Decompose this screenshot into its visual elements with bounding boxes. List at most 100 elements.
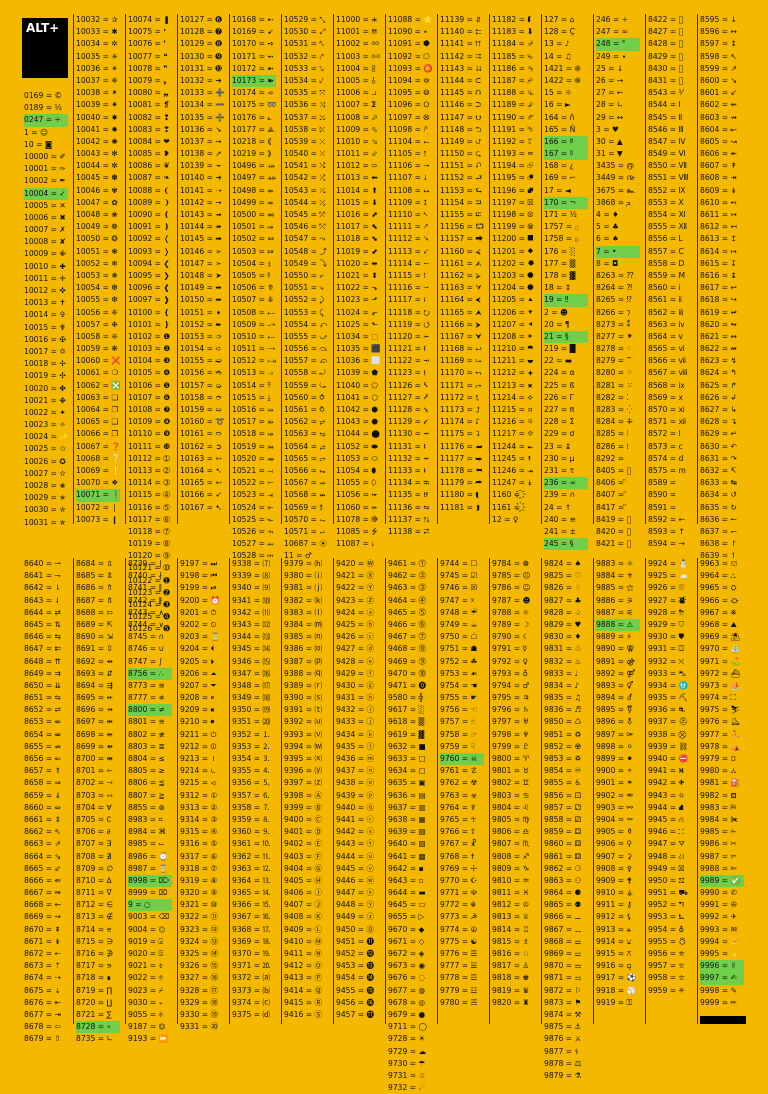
code-entry: 246 = ÷ <box>596 14 640 26</box>
code-entry: 8644 = ⇄ <box>24 607 68 619</box>
code-entry: 10140 = ➜ <box>180 172 224 184</box>
code-entry: 10045 = ✽ <box>76 172 120 184</box>
code-entry: 9933 = ⛍ <box>648 668 692 680</box>
code-entry: 9452 = ⓬ <box>336 948 380 960</box>
code-entry: 10173 = ➽ <box>232 75 276 87</box>
code-entry: 9970 = ⛲ <box>700 643 744 655</box>
code-entry: 10137 = ➙ <box>180 136 224 148</box>
code-entry: 11043 = ⬣ <box>336 416 380 428</box>
code-entry: 9833 = ♩ <box>544 668 588 680</box>
code-entry: 11130 = ⭺ <box>388 428 432 440</box>
code-entry: 8698 = ⇺ <box>76 729 120 741</box>
code-entry: 10104 = ❸ <box>128 355 172 367</box>
code-entry: 10159 = ➯ <box>180 404 224 416</box>
code-entry: 10501 = ⤅ <box>232 221 276 233</box>
code-entry: 11040 = ⬠ <box>336 380 380 392</box>
code-entry: 8431 = ⃯ <box>648 75 692 87</box>
code-entry: 8629 = ↵ <box>700 428 744 440</box>
code-entry: 11128 = ⭸ <box>388 404 432 416</box>
code-entry: 10153 = ➩ <box>180 331 224 343</box>
code-entry: 8983 = ⌗ <box>128 814 172 826</box>
code-entry: 8617 = ↩ <box>700 282 744 294</box>
code-entry: 10523 = ⤛ <box>232 489 276 501</box>
code-entry: 25 = ↓ <box>596 63 640 75</box>
code-entry: 11208 = ⯈ <box>492 331 536 343</box>
code-entry: 9423 = Ⓩ <box>336 595 380 607</box>
code-entry: 8691 = ⇳ <box>76 643 120 655</box>
code-entry: 10167 = ➷ <box>180 502 224 514</box>
code-entry: 9836 = ♬ <box>544 704 588 716</box>
code-entry: 9642 = ▪ <box>388 863 432 875</box>
code-entry: 8773 = ≅ <box>128 680 172 692</box>
code-entry: 8266 = ⁊ <box>596 307 640 319</box>
code-entry: 9439 = ⓟ <box>336 790 380 802</box>
code-entry: 9405 = Ⓗ <box>284 875 328 887</box>
code-entry: 9330 = ⑲ <box>180 1009 224 1021</box>
code-entry: 11201 = ⯁ <box>492 246 536 258</box>
code-entry: 9889 = ⚡ <box>596 631 640 643</box>
code-entry: 10144 = ➠ <box>180 221 224 233</box>
code-entry: 10161 = ➱ <box>180 428 224 440</box>
code-entry: 11176 = ⮨ <box>440 441 484 453</box>
code-entry: 9455 = ⓯ <box>336 985 380 997</box>
code-entry: 9776 = ☰ <box>440 948 484 960</box>
code-entry: 10010 = ✚ <box>24 261 68 273</box>
code-column: 11000 = ⯸ 11001 = ⯹ 11002 = ⯺ 11003 = ⯻ 1100… <box>333 14 380 524</box>
code-entry: 11116 = ⭬ <box>388 282 432 294</box>
code-entry: 10054 = ❆ <box>76 282 120 294</box>
code-entry: 9810 = ♒ <box>492 875 536 887</box>
code-entry: 8999 = ⌧ <box>128 887 172 899</box>
code-entry: 8728 = ∘ <box>76 1021 120 1033</box>
code-entry: 8687 = ⇯ <box>76 595 120 607</box>
code-entry: 11206 = ⯆ <box>492 307 536 319</box>
code-entry: 1422 = ֎ <box>544 75 588 87</box>
code-column: 0169 = © 0189 = ½ 0247 = ÷ 1 = ☺ 10 = ◙ 10000… <box>22 14 68 600</box>
code-entry: 9896 = ⚨ <box>596 716 640 728</box>
code-entry: 8708 = ∄ <box>76 851 120 863</box>
code-entry: 9415 = Ⓡ <box>284 997 328 1009</box>
code-entry: 10147 = ➣ <box>180 258 224 270</box>
code-entry: 10571 = ⥋ <box>284 526 328 538</box>
code-entry: 10516 = ⤔ <box>232 404 276 416</box>
section-bottom: 8640 = ⇀ 8641 = ⇁ 8642 = ⇂ 8643 = ⇃ 8644 = ⇄… <box>0 558 768 1024</box>
code-entry: 8564 = ⅴ <box>648 331 692 343</box>
code-column: 11139 = ⮃ 11140 = ⮄ 11141 = ⮅ 11142 = ⮆ 1114… <box>437 14 484 524</box>
code-entry: 9325 = ⑭ <box>180 948 224 960</box>
code-entry: 10512 = ⤐ <box>232 355 276 367</box>
code-entry: 8689 = ⇱ <box>76 619 120 631</box>
code-entry: 9763 = ☣ <box>440 790 484 802</box>
code-entry: 8986 = ⌚ <box>128 851 172 863</box>
code-entry: 9814 = ♖ <box>492 924 536 936</box>
code-entry: 9830 = ♦ <box>544 631 588 643</box>
code-entry: 11170 = ⮢ <box>440 367 484 379</box>
code-entry: 10529 = ⤡ <box>284 14 328 26</box>
code-entry: 10076 = ❜ <box>128 38 172 50</box>
code-entry: 11182 = ⮮ <box>492 14 536 26</box>
code-entry: 11177 = ⮩ <box>440 453 484 465</box>
code-entry: 9762 = ☢ <box>440 777 484 789</box>
code-entry: 9468 = ⓼ <box>388 643 432 655</box>
code-column: 11182 = ⮮ 11183 = ⮯ 11184 = ⮰ 11185 = ⮱ 1118… <box>489 14 536 524</box>
code-entry: 9997 = ✍ <box>700 972 744 984</box>
code-entry: 10130 = ➒ <box>180 51 224 63</box>
code-entry: 8569 = ⅹ <box>648 392 692 404</box>
code-entry: 8714 = ∊ <box>76 924 120 936</box>
code-entry: 9375 = ⒟ <box>232 1009 276 1021</box>
code-entry: 19 = ‼ <box>544 294 588 306</box>
code-entry: 10548 = ⤴ <box>284 246 328 258</box>
code-entry: 9428 = ⓔ <box>336 656 380 668</box>
code-entry: 127 = ⌂ <box>544 14 588 26</box>
code-entry: 9420 = Ⓦ <box>336 558 380 570</box>
code-entry: 11185 = ⮱ <box>492 51 536 63</box>
code-entry: 10551 = ⤷ <box>284 282 328 294</box>
code-entry: 10521 = ⤙ <box>232 465 276 477</box>
code-entry: 9670 = ◆ <box>388 924 432 936</box>
code-entry: 8700 = ⇼ <box>76 753 120 765</box>
code-entry: 11129 = ⭹ <box>388 416 432 428</box>
code-entry: 22 = ▬ <box>544 355 588 367</box>
code-entry: 9409 = Ⓛ <box>284 924 328 936</box>
code-entry: 9451 = ⓫ <box>336 936 380 948</box>
code-entry: 10561 = ⥁ <box>284 404 328 416</box>
code-entry: 8692 = ⇴ <box>76 656 120 668</box>
code-entry: 11093 = ⭕ <box>388 63 432 75</box>
